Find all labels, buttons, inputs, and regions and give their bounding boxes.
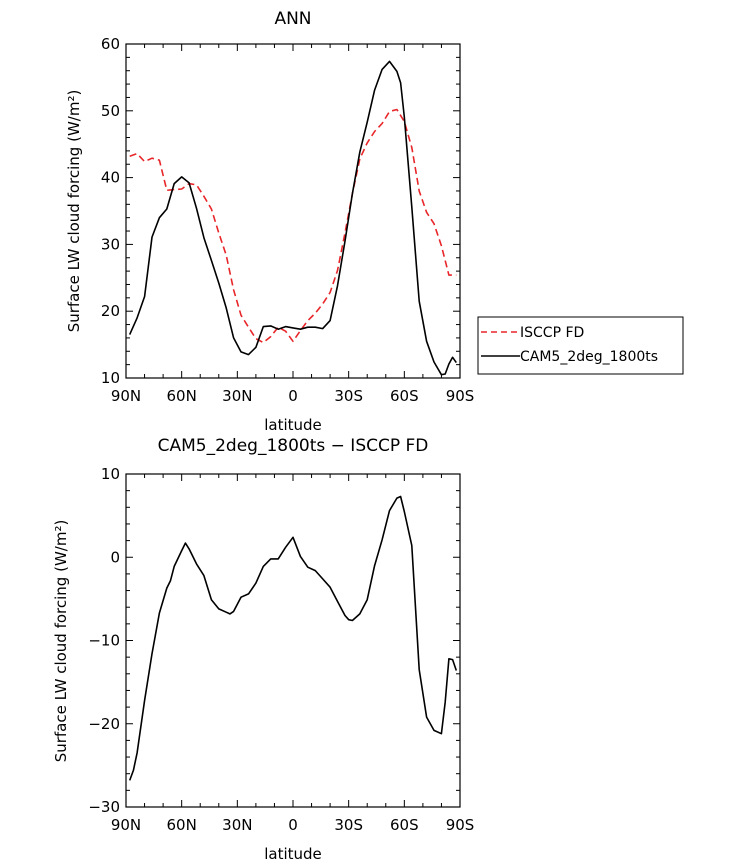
bottom-panel-y-tick-label: −10: [88, 632, 120, 650]
bottom-panel-x-tick-label: 60S: [390, 816, 419, 834]
legend-label-isccp: ISCCP FD: [520, 325, 584, 341]
top-panel-x-tick-labels: 90N 60N 30N 0 30S 60S 90S: [111, 387, 474, 405]
legend-label-cam5: CAM5_2deg_1800ts: [520, 349, 658, 365]
top-panel-y-tick-label: 50: [101, 102, 120, 120]
top-panel-frame: [125, 43, 461, 379]
top-panel-x-tick-label: 30S: [334, 387, 363, 405]
bottom-panel-x-tick-label: 30S: [334, 816, 363, 834]
top-panel-x-tick-label: 60N: [167, 387, 197, 405]
bottom-panel-x-tick-label: 90S: [446, 816, 475, 834]
bottom-panel-x-axis-label: latitude: [264, 845, 322, 863]
bottom-panel-y-axis-label: Surface LW cloud forcing (W/m²): [52, 520, 70, 763]
top-panel-x-tick-label: 60S: [390, 387, 419, 405]
legend: ISCCP FD CAM5_2deg_1800ts: [477, 316, 684, 375]
bottom-panel-x-tick-label: 90N: [111, 816, 141, 834]
bottom-panel-x-tick-label: 60N: [167, 816, 197, 834]
top-panel: ANN 90N 60N 30N 0 30S 60S 90S 10 20 30 40 50 60 lat…: [65, 9, 474, 434]
legend-box: [477, 316, 684, 375]
bottom-panel-x-tick-label: 30N: [222, 816, 252, 834]
bottom-panel-title: CAM5_2deg_1800ts − ISCCP FD: [158, 436, 429, 456]
bottom-panel-y-tick-label: −20: [88, 715, 120, 733]
bottom-panel-frame: [125, 473, 461, 808]
top-panel-series-line-2: [128, 60, 457, 376]
bottom-panel: CAM5_2deg_1800ts − ISCCP FD 90N 60N 30N 0 30…: [52, 436, 474, 863]
top-panel-y-tick-label: 20: [101, 302, 120, 320]
top-panel-x-tick-label: 30N: [222, 387, 252, 405]
bottom-panel-y-tick-label: 0: [110, 548, 120, 566]
top-panel-x-tick-label: 90S: [446, 387, 475, 405]
bottom-panel-series: [128, 495, 458, 781]
bottom-panel-x-tick-label: 0: [288, 816, 298, 834]
top-panel-y-axis-label: Surface LW cloud forcing (W/m²): [65, 90, 83, 333]
bottom-panel-x-tick-labels: 90N 60N 30N 0 30S 60S 90S: [111, 816, 474, 834]
top-panel-x-tick-label: 0: [288, 387, 298, 405]
top-panel-y-tick-label: 10: [101, 369, 120, 387]
bottom-panel-ticks: [125, 473, 461, 808]
top-panel-y-tick-labels: 10 20 30 40 50 60: [101, 35, 120, 387]
top-panel-series: [128, 60, 457, 376]
top-panel-x-axis-label: latitude: [264, 416, 322, 434]
bottom-panel-y-tick-labels: −30 −20 −10 0 10: [88, 465, 120, 816]
top-panel-y-tick-label: 60: [101, 35, 120, 53]
bottom-panel-series-line-1: [128, 495, 458, 781]
top-panel-title: ANN: [274, 9, 311, 29]
top-panel-y-tick-label: 30: [101, 235, 120, 253]
top-panel-series-line-1: [129, 108, 457, 344]
top-panel-y-tick-label: 40: [101, 169, 120, 187]
bottom-panel-y-tick-label: 10: [101, 465, 120, 483]
top-panel-x-tick-label: 90N: [111, 387, 141, 405]
bottom-panel-y-tick-label: −30: [88, 798, 120, 816]
